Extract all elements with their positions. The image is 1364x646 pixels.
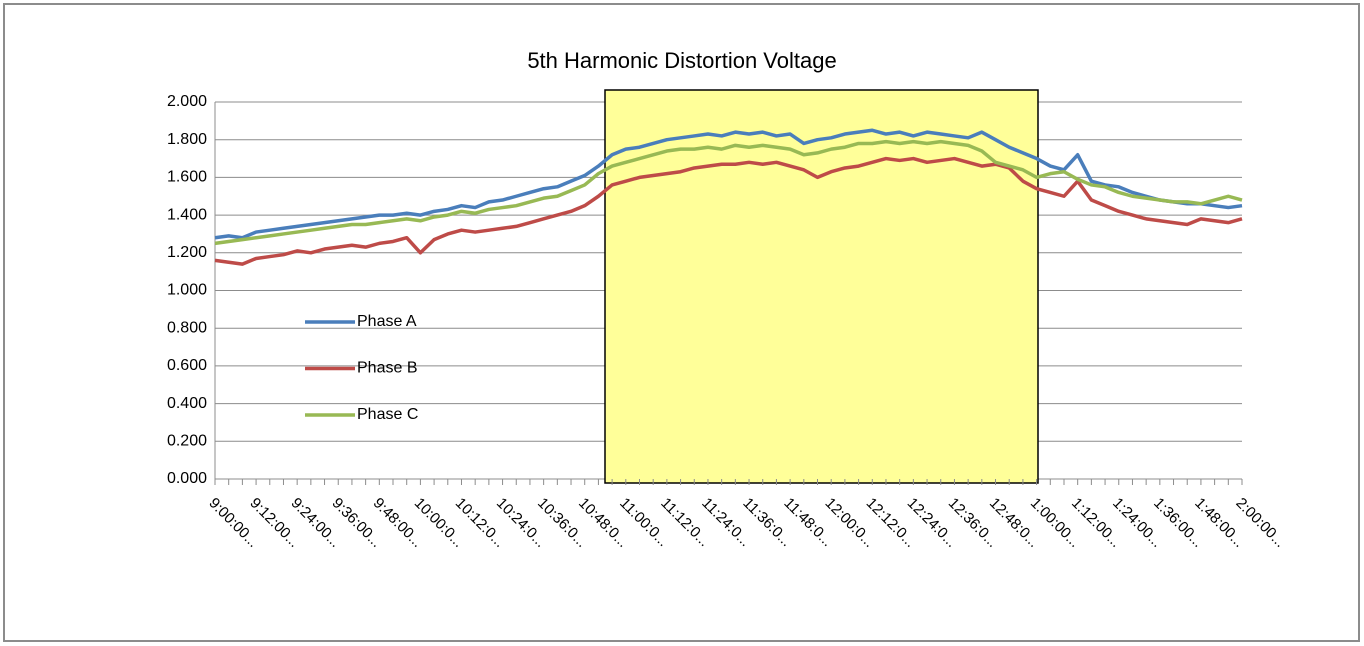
highlight-box xyxy=(604,89,1039,484)
legend-label: Phase C xyxy=(357,406,418,423)
y-tick-label: 0.800 xyxy=(167,319,207,336)
legend-label: Phase A xyxy=(357,313,417,330)
y-tick-label: 1.400 xyxy=(167,206,207,223)
y-tick-label: 0.600 xyxy=(167,357,207,374)
y-tick-label: 0.000 xyxy=(167,470,207,487)
y-tick-label: 1.000 xyxy=(167,282,207,299)
y-tick-label: 0.400 xyxy=(167,395,207,412)
y-tick-label: 1.200 xyxy=(167,244,207,261)
y-tick-label: 1.800 xyxy=(167,131,207,148)
legend-label: Phase B xyxy=(357,360,417,377)
y-tick-label: 0.200 xyxy=(167,433,207,450)
series-line xyxy=(214,156,1243,266)
series-line xyxy=(214,128,1243,240)
chart-title: 5th Harmonic Distortion Voltage xyxy=(527,48,836,73)
y-tick-label: 1.600 xyxy=(167,169,207,186)
series-line xyxy=(214,139,1243,246)
y-tick-label: 2.000 xyxy=(167,93,207,110)
